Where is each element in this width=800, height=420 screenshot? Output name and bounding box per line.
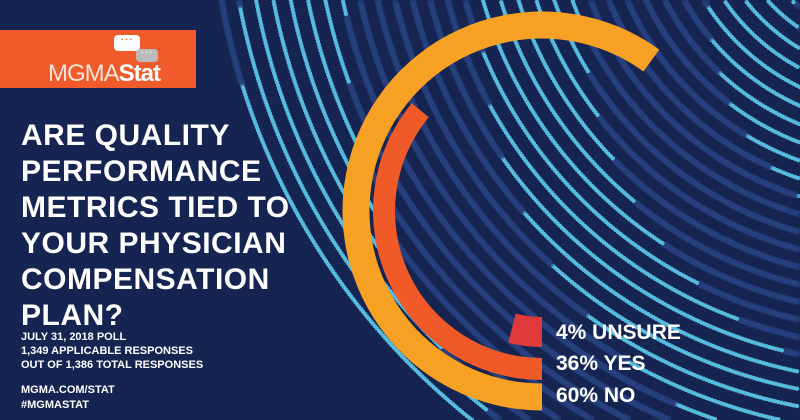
bar-unsure [508,313,542,347]
dot [306,0,311,4]
dot [340,0,346,4]
dot [516,0,521,3]
label-unsure: 4% UNSURE [556,321,681,344]
dot [570,0,576,4]
dot [357,0,365,7]
dot [444,0,452,5]
label-no: 60% NO [556,384,636,407]
dot [723,0,728,5]
dot [534,0,540,5]
dot [744,0,749,5]
dot [681,0,689,6]
dot [427,0,435,7]
dot [253,0,259,3]
dot [642,0,650,4]
dot [409,0,417,5]
dot [288,0,293,3]
dot [480,0,486,4]
dot [374,0,382,5]
dot [766,0,771,4]
dot [661,0,669,5]
dot [552,0,557,3]
dot [323,0,328,3]
dot [462,0,470,7]
dot [605,0,613,5]
label-yes: 36% YES [556,352,646,375]
dot [499,0,504,5]
dot [624,0,632,6]
dot [701,0,709,6]
dot [588,0,595,7]
dot [271,0,276,4]
dot [791,0,796,5]
dot [392,0,400,7]
